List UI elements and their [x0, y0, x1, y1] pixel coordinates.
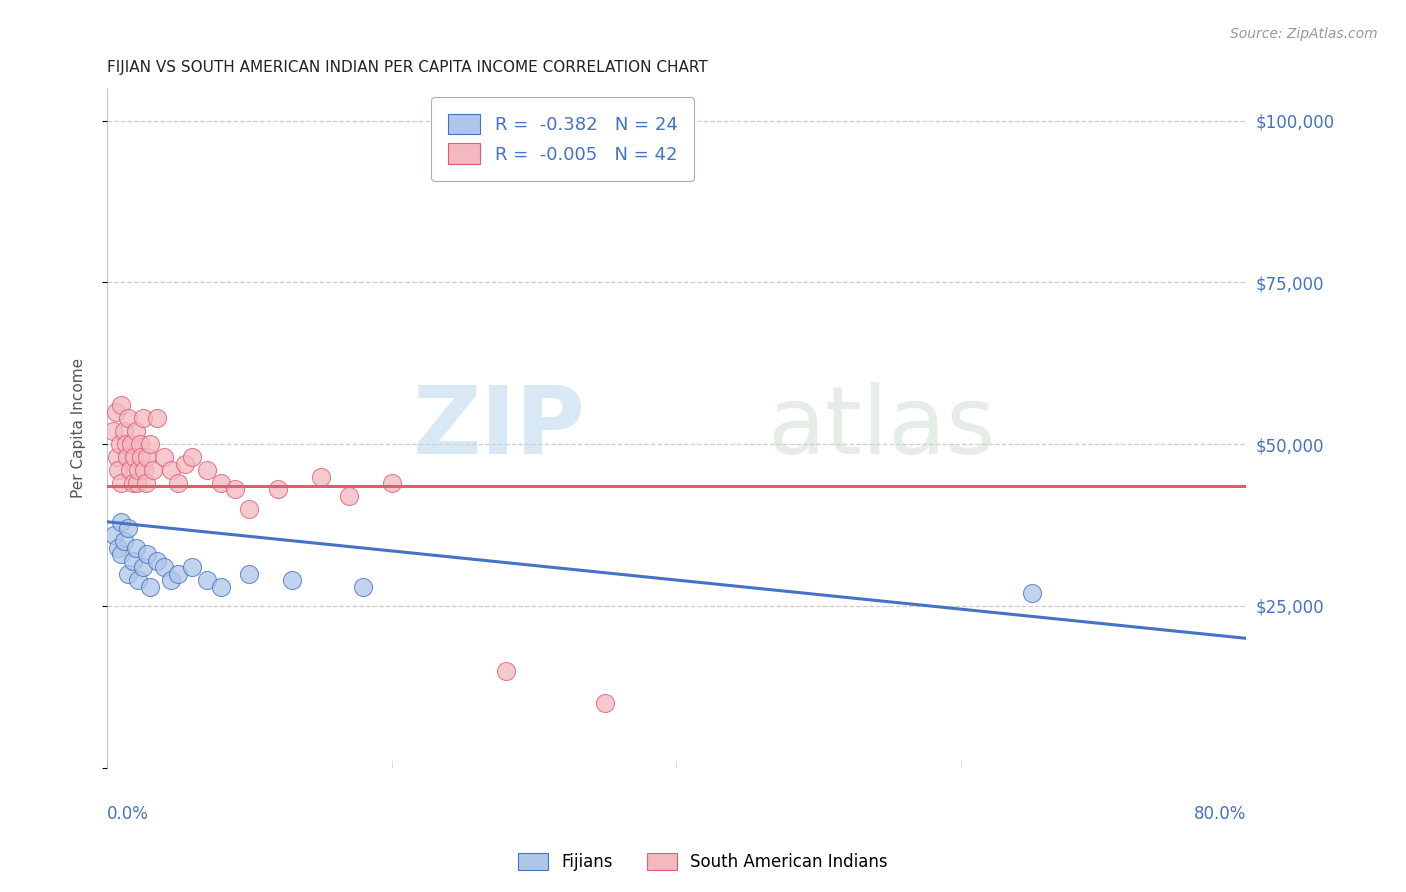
Point: [132, 463, 155, 477]
Text: Source: ZipAtlas.com: Source: ZipAtlas.com: [1230, 27, 1378, 41]
Y-axis label: Per Capita Income: Per Capita Income: [72, 358, 86, 498]
Point: [153, 560, 176, 574]
Point: [134, 475, 156, 490]
Point: [129, 450, 152, 464]
Point: [139, 437, 162, 451]
Point: [224, 483, 246, 497]
Point: [139, 580, 162, 594]
Point: [146, 554, 169, 568]
Point: [104, 405, 127, 419]
Text: 0.0%: 0.0%: [107, 805, 149, 823]
Point: [107, 541, 129, 555]
Point: [101, 424, 124, 438]
Point: [110, 475, 132, 490]
Point: [167, 475, 190, 490]
Point: [160, 573, 183, 587]
Point: [181, 560, 204, 574]
Point: [124, 424, 146, 438]
Legend: R =  -0.382   N = 24, R =  -0.005   N = 42: R = -0.382 N = 24, R = -0.005 N = 42: [432, 97, 693, 180]
Point: [121, 554, 143, 568]
Text: atlas: atlas: [768, 382, 995, 474]
Point: [114, 437, 136, 451]
Text: ZIP: ZIP: [412, 382, 585, 474]
Legend: Fijians, South American Indians: Fijians, South American Indians: [510, 845, 896, 880]
Point: [136, 450, 159, 464]
Point: [209, 475, 232, 490]
Point: [131, 560, 153, 574]
Point: [381, 475, 404, 490]
Point: [1021, 586, 1043, 600]
Text: 80.0%: 80.0%: [1194, 805, 1246, 823]
Point: [131, 411, 153, 425]
Point: [267, 483, 290, 497]
Point: [117, 521, 139, 535]
Point: [121, 475, 143, 490]
Point: [195, 573, 218, 587]
Point: [337, 489, 360, 503]
Point: [352, 580, 374, 594]
Point: [105, 450, 128, 464]
Point: [115, 450, 138, 464]
Point: [238, 501, 260, 516]
Point: [125, 475, 148, 490]
Point: [117, 566, 139, 581]
Point: [128, 437, 150, 451]
Point: [118, 463, 141, 477]
Point: [146, 411, 169, 425]
Point: [112, 424, 135, 438]
Point: [181, 450, 204, 464]
Point: [110, 515, 132, 529]
Point: [167, 566, 190, 581]
Point: [238, 566, 260, 581]
Point: [127, 573, 149, 587]
Point: [122, 450, 145, 464]
Point: [174, 457, 197, 471]
Point: [160, 463, 183, 477]
Point: [108, 437, 131, 451]
Point: [281, 573, 304, 587]
Point: [136, 547, 159, 561]
Point: [153, 450, 176, 464]
Point: [110, 547, 132, 561]
Point: [103, 527, 125, 541]
Point: [117, 411, 139, 425]
Point: [107, 463, 129, 477]
Point: [142, 463, 165, 477]
Point: [309, 469, 332, 483]
Point: [195, 463, 218, 477]
Point: [110, 398, 132, 412]
Point: [127, 463, 149, 477]
Point: [495, 664, 517, 678]
Point: [120, 437, 142, 451]
Point: [124, 541, 146, 555]
Point: [112, 534, 135, 549]
Point: [209, 580, 232, 594]
Point: [595, 696, 617, 710]
Text: FIJIAN VS SOUTH AMERICAN INDIAN PER CAPITA INCOME CORRELATION CHART: FIJIAN VS SOUTH AMERICAN INDIAN PER CAPI…: [107, 60, 707, 75]
